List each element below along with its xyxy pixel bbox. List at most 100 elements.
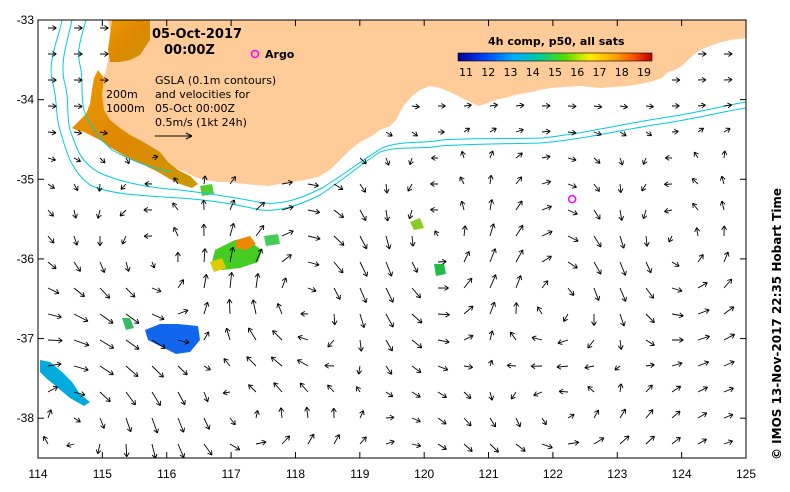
velocity-arrow <box>385 261 393 277</box>
velocity-arrow <box>383 183 390 194</box>
velocity-arrow <box>619 131 627 137</box>
velocity-arrow <box>331 313 338 326</box>
velocity-arrow <box>333 287 341 300</box>
credit-text: © IMOS 13-Nov-2017 22:35 Hobart Time <box>770 188 784 460</box>
velocity-arrow <box>255 248 263 263</box>
velocity-arrow <box>697 438 707 445</box>
velocity-arrow <box>721 150 728 159</box>
contour-inner <box>78 20 173 173</box>
velocity-arrow <box>276 302 283 315</box>
velocity-arrow <box>385 391 394 398</box>
velocity-arrow <box>693 151 699 159</box>
velocity-arrow <box>618 209 625 221</box>
velocity-arrow <box>330 407 337 419</box>
velocity-arrow <box>587 386 595 393</box>
velocity-arrow <box>645 435 655 445</box>
velocity-arrow <box>641 183 647 192</box>
velocity-arrow <box>201 248 208 263</box>
velocity-arrow <box>723 306 735 315</box>
velocity-arrow <box>229 176 236 185</box>
velocity-arrow <box>697 412 708 419</box>
velocity-arrow <box>124 261 131 272</box>
velocity-arrow <box>307 287 317 293</box>
velocity-arrow <box>99 287 111 299</box>
sst-warm-patch <box>108 20 150 62</box>
velocity-arrow <box>515 224 524 237</box>
depth-label-1000m: 1000m <box>106 102 145 115</box>
velocity-arrow <box>460 150 466 159</box>
velocity-arrow <box>489 301 496 315</box>
velocity-arrow <box>333 235 345 246</box>
velocity-arrow <box>255 439 267 446</box>
velocity-arrow <box>461 225 468 237</box>
velocity-arrow <box>307 433 315 445</box>
velocity-arrow <box>407 183 413 192</box>
velocity-arrow <box>671 103 680 109</box>
velocity-arrow <box>697 360 710 367</box>
velocity-arrow <box>203 365 211 371</box>
velocity-arrow <box>73 157 82 163</box>
velocity-arrow <box>327 384 335 393</box>
velocity-arrow <box>584 364 595 370</box>
velocity-arrow <box>411 391 421 398</box>
velocity-arrow <box>664 155 673 161</box>
velocity-arrow <box>515 102 525 109</box>
velocity-arrow <box>671 337 684 343</box>
colorbar-tick-label: 17 <box>593 66 607 79</box>
sst-coastal-patch <box>72 70 198 188</box>
velocity-arrow <box>47 25 57 31</box>
velocity-arrow <box>671 261 680 267</box>
velocity-arrow <box>593 235 602 248</box>
velocity-arrow <box>47 386 59 393</box>
velocity-arrow <box>281 204 294 211</box>
velocity-arrow <box>47 156 56 162</box>
velocity-arrow <box>723 251 730 263</box>
velocity-arrow <box>99 339 115 349</box>
velocity-arrow <box>489 127 497 133</box>
velocity-arrow <box>723 413 734 419</box>
velocity-arrow <box>203 443 213 456</box>
velocity-arrow <box>125 313 140 324</box>
velocity-arrow <box>723 333 736 341</box>
velocity-arrow <box>270 356 283 367</box>
y-tick-label: -34 <box>17 93 35 107</box>
velocity-arrow <box>228 271 235 289</box>
velocity-arrow <box>437 338 450 345</box>
velocity-arrow <box>278 407 285 419</box>
velocity-arrow <box>300 311 309 317</box>
velocity-arrow <box>409 235 416 247</box>
velocity-arrow <box>125 391 136 406</box>
colorbar-tick-label: 16 <box>570 66 584 79</box>
colorbar-tick-label: 13 <box>504 66 518 79</box>
legend-line-1: and velocities for <box>155 88 250 101</box>
y-tick-label: -36 <box>17 252 35 266</box>
colorbar-ticks: 11 12 13 14 15 16 17 18 19 <box>459 66 651 79</box>
y-tick-label: -33 <box>17 13 35 27</box>
velocity-arrow <box>299 382 309 393</box>
velocity-arrow <box>697 127 704 133</box>
velocity-arrow <box>73 51 83 57</box>
velocity-arrow <box>99 51 109 57</box>
velocity-arrow <box>73 313 89 323</box>
velocity-arrow <box>125 365 139 378</box>
x-tick-label: 120 <box>414 467 434 481</box>
colorbar-tick-label: 18 <box>615 66 629 79</box>
velocity-arrow <box>144 181 153 187</box>
velocity-arrow <box>229 222 236 237</box>
velocity-arrow <box>697 102 706 109</box>
velocity-arrow <box>645 362 655 369</box>
velocity-arrow <box>226 298 233 315</box>
argo-legend-label: Argo <box>265 48 295 61</box>
velocity-arrow <box>384 209 390 222</box>
colorbar-tick-label: 15 <box>548 66 562 79</box>
velocity-arrow <box>645 287 654 299</box>
velocity-arrow <box>719 175 726 185</box>
velocity-arrow <box>593 409 600 419</box>
velocity-arrow <box>587 339 595 349</box>
velocity-arrow <box>177 308 189 315</box>
velocity-arrow <box>567 156 577 162</box>
velocity-arrow <box>47 409 53 419</box>
velocity-arrow <box>645 409 654 419</box>
velocity-arrow <box>73 103 83 110</box>
velocity-arrow <box>506 362 517 369</box>
